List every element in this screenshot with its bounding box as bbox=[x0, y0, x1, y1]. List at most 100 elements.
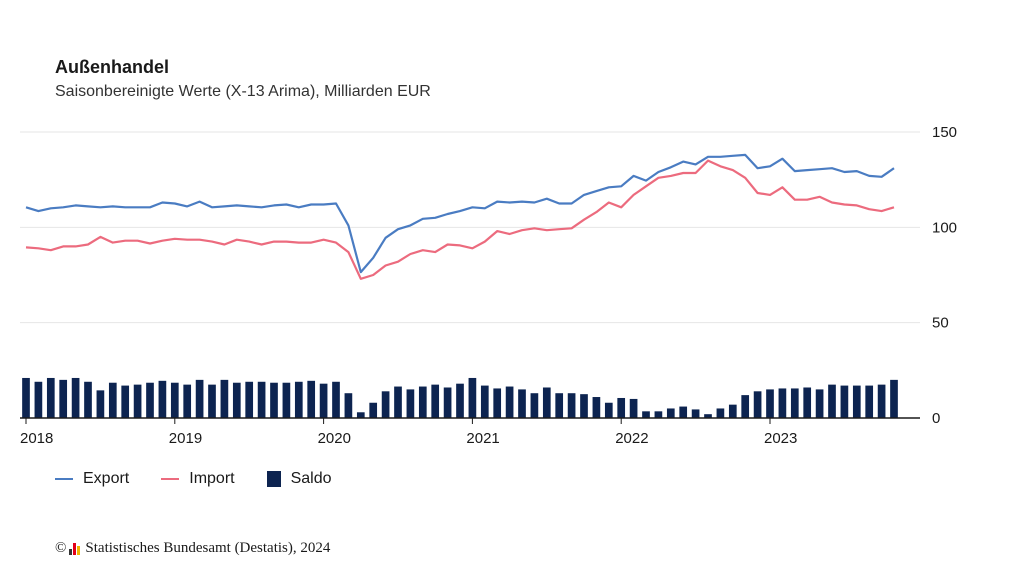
bar-saldo bbox=[728, 404, 737, 418]
source-credit: © Statistisches Bundesamt (Destatis), 20… bbox=[55, 540, 330, 557]
x-tick-label: 2023 bbox=[764, 430, 797, 447]
destatis-logo-icon bbox=[69, 542, 81, 555]
bar-saldo bbox=[84, 381, 92, 418]
legend-swatch-import bbox=[161, 478, 180, 480]
bar-saldo bbox=[617, 397, 626, 418]
source-text: Statistisches Bundesamt (Destatis), 2024 bbox=[85, 540, 331, 556]
bar-saldo bbox=[158, 380, 167, 418]
bar-saldo bbox=[394, 386, 402, 418]
bar-saldo bbox=[232, 382, 241, 418]
x-tick-label: 2018 bbox=[20, 430, 53, 447]
legend-swatch-saldo bbox=[266, 471, 281, 487]
bar-saldo bbox=[803, 387, 812, 418]
bar-saldo bbox=[245, 381, 254, 418]
legend-swatch-export bbox=[55, 478, 73, 480]
bar-saldo bbox=[654, 411, 663, 418]
y-tick-label: 50 bbox=[932, 315, 949, 332]
bar-saldo bbox=[493, 388, 502, 418]
bar-saldo bbox=[220, 379, 229, 418]
bar-saldo bbox=[480, 385, 489, 418]
copyright-symbol: © bbox=[55, 540, 67, 556]
bar-saldo bbox=[604, 402, 613, 418]
bar-saldo bbox=[431, 384, 440, 418]
bar-saldo bbox=[629, 398, 638, 418]
bar-saldo bbox=[865, 385, 874, 418]
bar-saldo bbox=[666, 408, 675, 418]
bar-saldo bbox=[294, 381, 303, 418]
bar-saldo bbox=[22, 377, 30, 418]
bar-saldo bbox=[332, 381, 340, 418]
bar-saldo bbox=[282, 382, 291, 418]
bar-saldo bbox=[443, 387, 452, 418]
x-tick-label: 2020 bbox=[318, 430, 351, 447]
chart-subtitle: Saisonbereinigte Werte (X-13 Arima), Mil… bbox=[55, 83, 431, 100]
bar-saldo bbox=[183, 384, 192, 418]
bar-saldo bbox=[691, 409, 700, 418]
bar-saldo bbox=[381, 391, 390, 418]
bar-saldo bbox=[71, 377, 80, 418]
bar-saldo bbox=[592, 397, 601, 418]
bar-saldo bbox=[555, 393, 564, 418]
bar-saldo bbox=[518, 389, 526, 418]
bar-saldo bbox=[369, 402, 378, 418]
legend-item-import[interactable]: Import bbox=[161, 470, 235, 488]
bar-saldo bbox=[208, 384, 216, 418]
legend-label-export: Export bbox=[83, 470, 130, 487]
bar-saldo bbox=[146, 382, 154, 418]
bar-saldo bbox=[133, 384, 142, 418]
bar-saldo bbox=[319, 383, 328, 418]
bar-saldo bbox=[741, 395, 750, 418]
bar-saldo bbox=[59, 379, 68, 418]
chart-title: Außenhandel bbox=[55, 57, 170, 77]
bar-saldo bbox=[815, 389, 824, 418]
bar-saldo bbox=[704, 414, 712, 418]
bar-saldo bbox=[679, 406, 688, 418]
bar-saldo bbox=[852, 385, 861, 418]
bar-saldo bbox=[890, 379, 898, 418]
bar-saldo bbox=[790, 388, 799, 418]
legend-item-saldo[interactable]: Saldo bbox=[266, 470, 332, 488]
bar-saldo bbox=[542, 387, 551, 418]
bar-saldo bbox=[840, 385, 849, 418]
bar-saldo bbox=[753, 391, 762, 418]
bar-saldo bbox=[778, 388, 787, 418]
y-tick-label: 100 bbox=[932, 219, 957, 236]
bar-saldo bbox=[530, 393, 539, 418]
bar-saldo bbox=[567, 393, 576, 418]
bar-saldo bbox=[456, 383, 464, 418]
legend-item-export[interactable]: Export bbox=[55, 470, 129, 488]
y-tick-label: 150 bbox=[932, 124, 957, 141]
bar-saldo bbox=[766, 389, 774, 418]
bar-saldo bbox=[580, 394, 588, 418]
x-tick-label: 2021 bbox=[466, 430, 499, 447]
bar-saldo bbox=[34, 381, 43, 418]
bar-saldo bbox=[356, 412, 365, 418]
bar-saldo bbox=[418, 386, 427, 418]
bar-saldo bbox=[344, 393, 353, 418]
y-tick-label: 0 bbox=[932, 410, 940, 427]
x-tick-label: 2022 bbox=[615, 430, 648, 447]
legend: Export Import Saldo bbox=[55, 470, 364, 488]
bar-saldo bbox=[828, 384, 836, 418]
bar-saldo bbox=[468, 377, 477, 418]
bar-saldo bbox=[270, 382, 278, 418]
bar-saldo bbox=[257, 381, 266, 418]
bar-saldo bbox=[877, 384, 886, 418]
bar-saldo bbox=[121, 385, 130, 418]
legend-label-import: Import bbox=[189, 470, 235, 487]
x-tick-label: 2019 bbox=[169, 430, 202, 447]
bar-saldo bbox=[195, 379, 204, 418]
bar-saldo bbox=[307, 380, 316, 418]
bar-saldo bbox=[642, 411, 650, 418]
legend-label-saldo: Saldo bbox=[290, 470, 332, 487]
bar-saldo bbox=[505, 386, 514, 418]
bar-saldo bbox=[716, 408, 725, 418]
bar-saldo bbox=[108, 382, 117, 418]
bar-saldo bbox=[406, 389, 415, 418]
bar-saldo bbox=[170, 382, 179, 418]
series-line-import bbox=[25, 159, 895, 280]
bar-saldo bbox=[46, 377, 55, 418]
bar-saldo bbox=[96, 390, 105, 418]
series-line-export bbox=[25, 153, 895, 274]
